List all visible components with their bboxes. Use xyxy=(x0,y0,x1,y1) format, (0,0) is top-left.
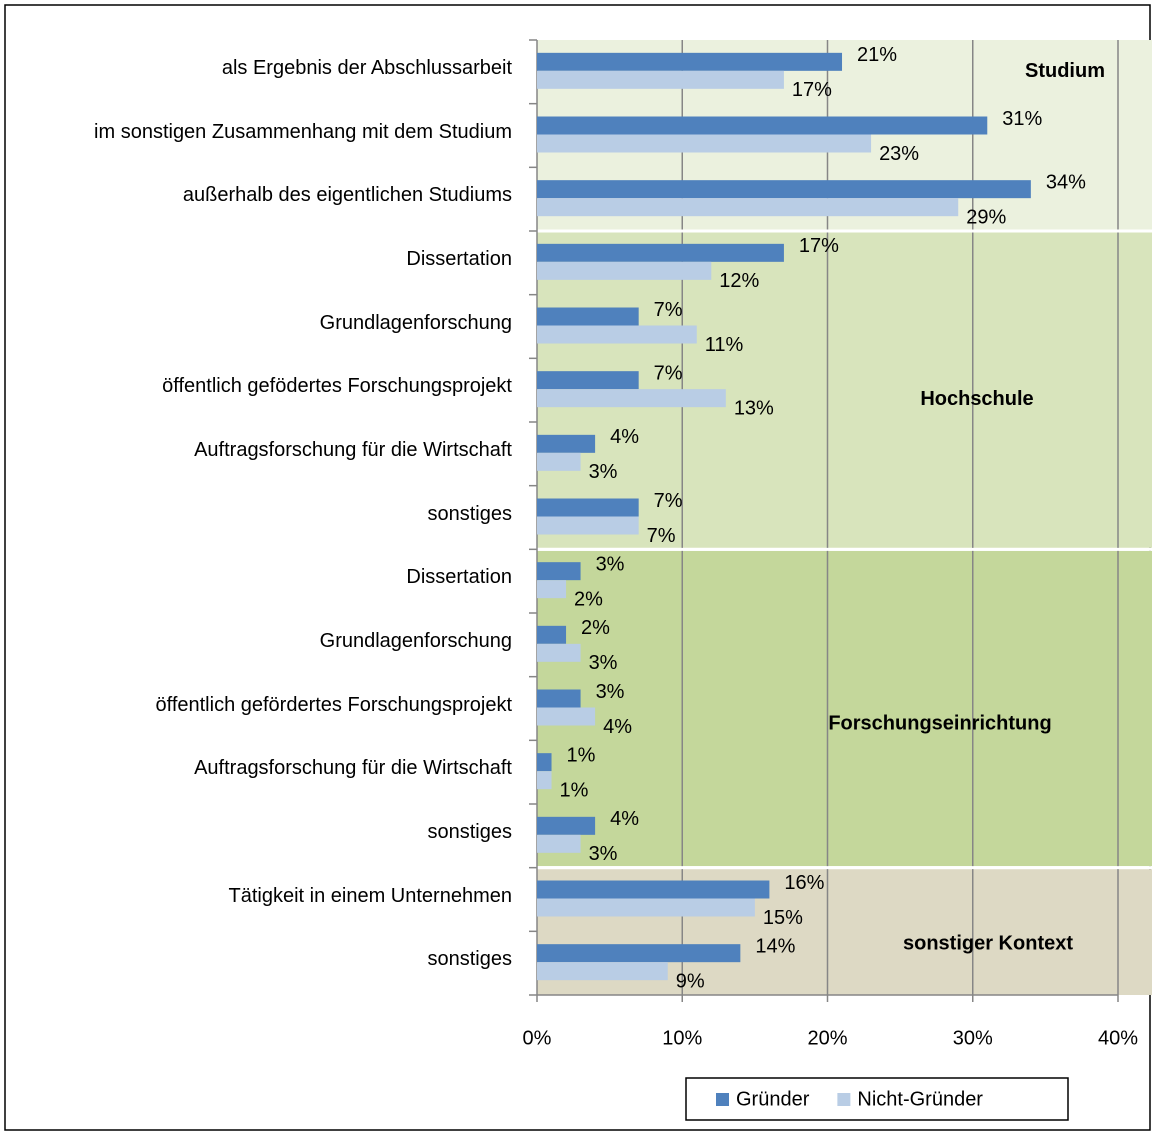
bar xyxy=(537,261,712,280)
y-tick-label: Grundlagenforschung xyxy=(319,311,512,334)
bar xyxy=(537,962,668,981)
bar xyxy=(537,389,726,408)
data-label: 21% xyxy=(857,44,897,66)
data-label: 2% xyxy=(574,588,603,610)
bar xyxy=(537,689,581,708)
data-label: 11% xyxy=(705,334,744,356)
y-tick-label: außerhalb des eigentlichen Studiums xyxy=(182,184,512,207)
data-label: 29% xyxy=(966,206,1006,228)
legend-swatch xyxy=(716,1093,729,1106)
data-label: 7% xyxy=(647,525,676,547)
data-label: 16% xyxy=(784,872,824,894)
y-tick-label: als Ergebnis der Abschlussarbeit xyxy=(221,56,512,79)
data-label: 23% xyxy=(879,143,919,165)
legend-box xyxy=(685,1077,1069,1121)
bar xyxy=(537,498,639,517)
bar xyxy=(537,753,552,772)
y-tick-label: Dissertation xyxy=(406,247,512,270)
data-label: 12% xyxy=(719,270,759,292)
bar xyxy=(537,707,596,726)
data-label: 14% xyxy=(755,935,795,957)
data-label: 15% xyxy=(763,907,803,929)
y-tick-label: Dissertation xyxy=(406,566,512,589)
legend-label: Nicht-Gründer xyxy=(857,1088,983,1110)
bar xyxy=(537,898,755,917)
bar xyxy=(537,516,639,535)
group-band xyxy=(537,550,1152,867)
bar xyxy=(537,625,567,644)
bar xyxy=(537,944,741,963)
bar xyxy=(537,52,843,71)
bar xyxy=(537,452,581,471)
y-tick-label: im sonstigen Zusammenhang mit dem Studiu… xyxy=(94,120,512,143)
data-label: 2% xyxy=(581,617,610,639)
y-tick-label: sonstiges xyxy=(427,820,513,843)
y-tick-label: öffentlich gefödertes Forschungsprojekt xyxy=(162,375,512,398)
data-label: 1% xyxy=(560,779,589,801)
bar xyxy=(537,134,872,153)
bar xyxy=(537,834,581,853)
y-tick-label: Tätigkeit in einem Unternehmen xyxy=(228,884,512,907)
x-tick-label: 0% xyxy=(523,1027,552,1049)
bar xyxy=(537,880,770,899)
data-label: 3% xyxy=(589,461,618,483)
data-label: 3% xyxy=(589,843,618,865)
legend-swatch xyxy=(837,1093,851,1106)
data-label: 7% xyxy=(654,299,683,321)
x-tick-label: 20% xyxy=(807,1027,847,1049)
data-label: 4% xyxy=(603,716,632,738)
bar xyxy=(537,116,988,135)
bar xyxy=(537,580,567,599)
group-label: sonstiger Kontext xyxy=(903,932,1073,954)
data-label: 4% xyxy=(610,426,639,448)
y-tick-label: sonstiges xyxy=(427,948,513,971)
group-label: Studium xyxy=(1025,60,1105,82)
bar xyxy=(537,771,552,790)
bar xyxy=(537,434,596,453)
bar xyxy=(537,243,784,262)
data-label: 31% xyxy=(1002,108,1042,130)
x-tick-label: 40% xyxy=(1098,1027,1138,1049)
data-label: 3% xyxy=(596,553,625,575)
y-tick-label: Auftragsforschung für die Wirtschaft xyxy=(194,757,512,780)
y-tick-label: Grundlagenforschung xyxy=(319,629,512,652)
x-tick-label: 10% xyxy=(662,1027,702,1049)
data-label: 1% xyxy=(567,744,596,766)
bar xyxy=(537,816,596,835)
legend: Gründer Nicht-Gründer xyxy=(685,1077,1069,1121)
bar xyxy=(537,70,784,89)
bar xyxy=(537,307,639,326)
group-label: Forschungseinrichtung xyxy=(828,713,1051,735)
bar xyxy=(537,198,959,217)
group-label: Hochschule xyxy=(920,388,1033,410)
data-label: 3% xyxy=(589,652,618,674)
bar xyxy=(537,562,581,581)
bar xyxy=(537,371,639,390)
data-label: 7% xyxy=(654,490,683,512)
data-label: 7% xyxy=(654,362,683,384)
x-tick-label: 30% xyxy=(953,1027,993,1049)
bar xyxy=(537,180,1031,199)
bar xyxy=(537,643,581,662)
bar xyxy=(537,325,697,344)
y-tick-label: öffentlich gefördertes Forschungsprojekt xyxy=(155,693,513,716)
y-tick-label: Auftragsforschung für die Wirtschaft xyxy=(194,438,512,461)
data-label: 34% xyxy=(1046,171,1086,193)
data-label: 3% xyxy=(596,681,625,703)
data-label: 9% xyxy=(676,970,705,992)
data-label: 17% xyxy=(799,235,839,257)
data-label: 17% xyxy=(792,79,832,101)
data-label: 4% xyxy=(610,808,639,830)
legend-label: Gründer xyxy=(736,1088,810,1110)
y-tick-label: sonstiges xyxy=(427,502,513,525)
data-label: 13% xyxy=(734,397,774,419)
